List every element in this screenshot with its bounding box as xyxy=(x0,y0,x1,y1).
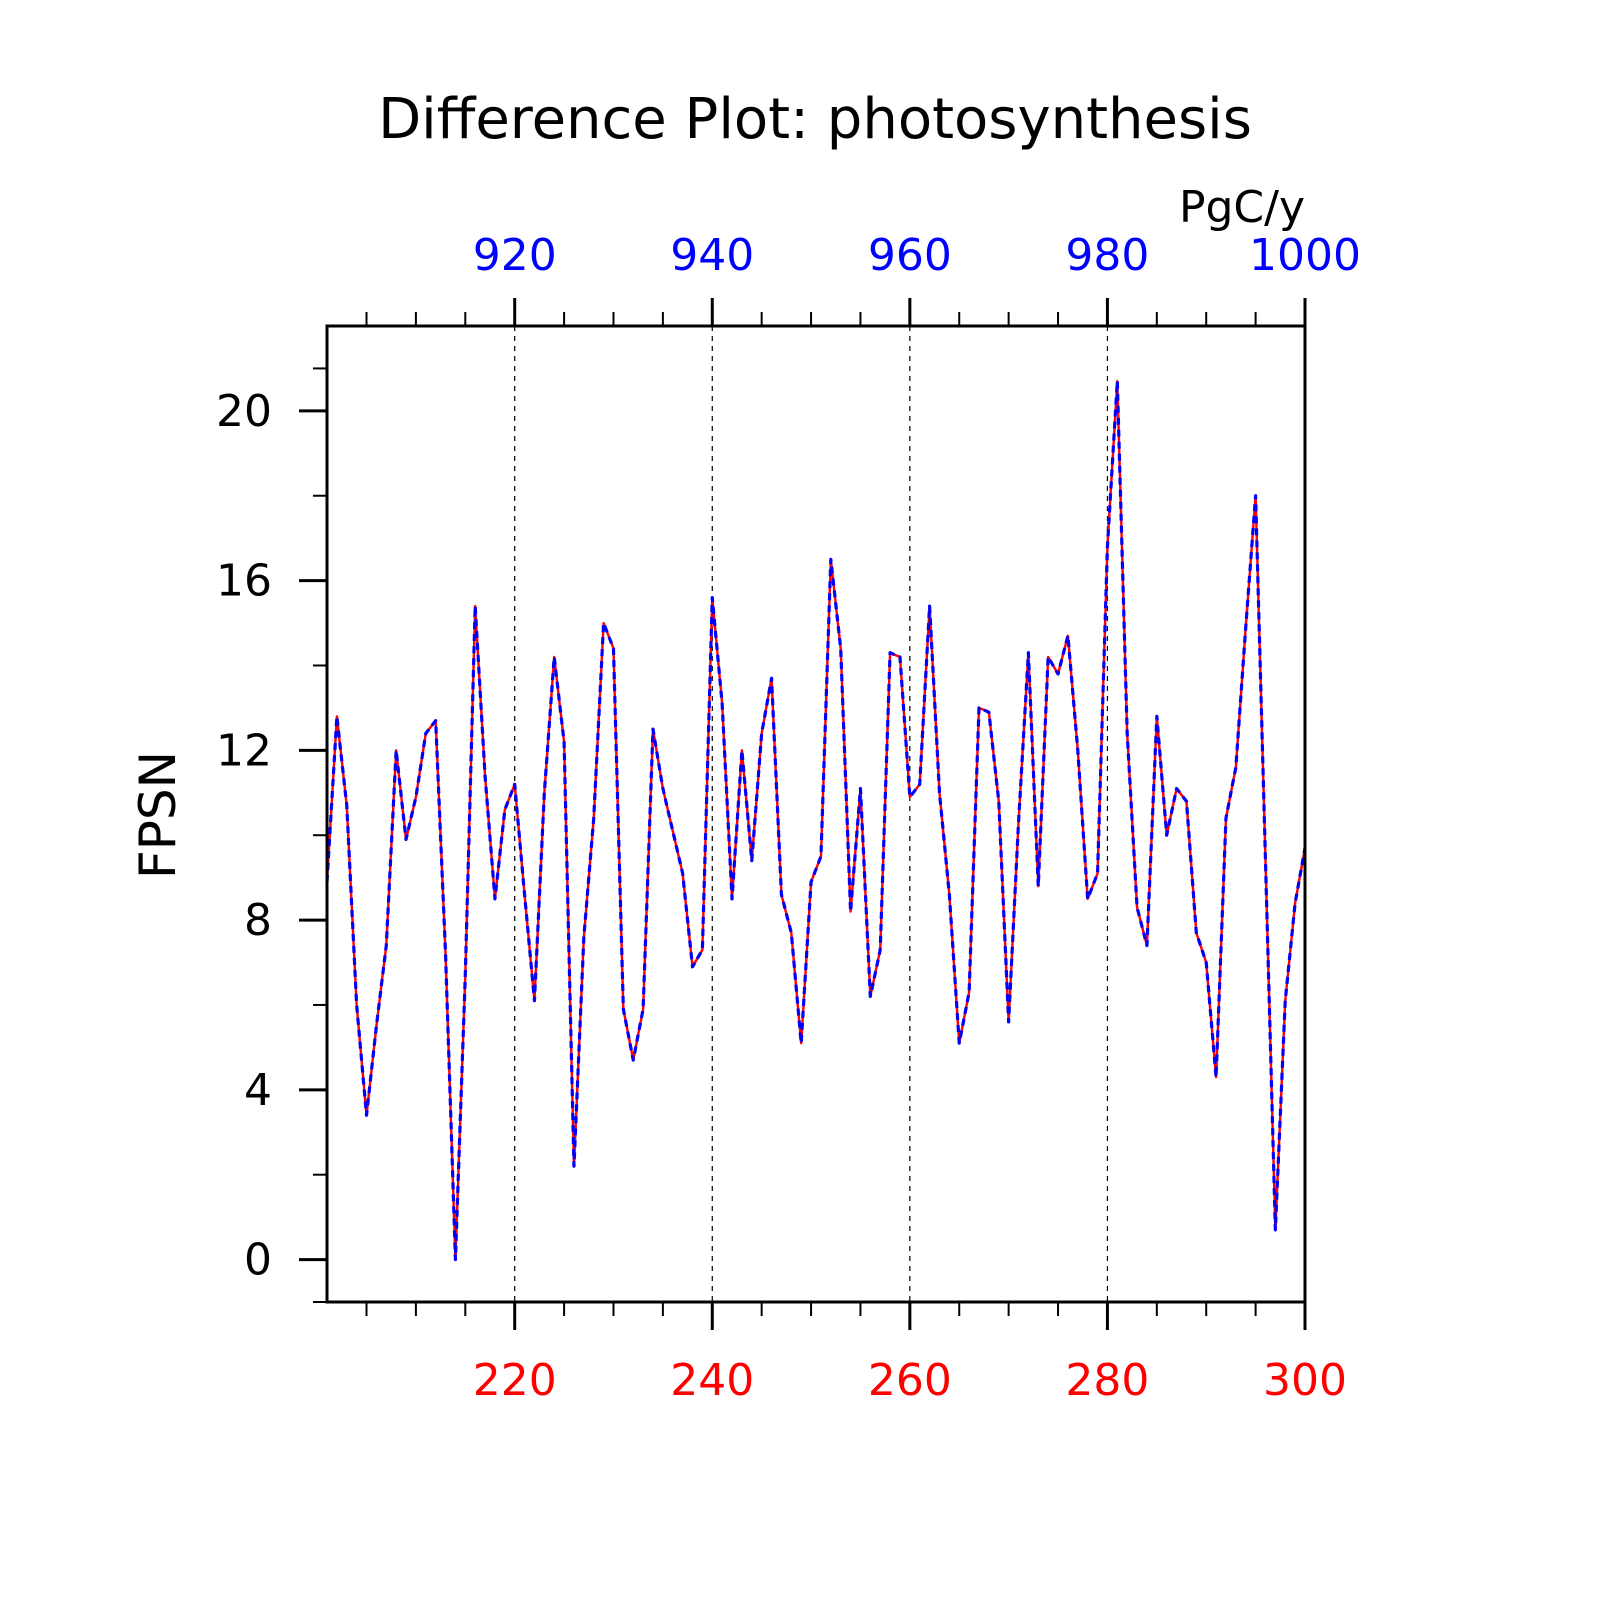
units-label: PgC/y xyxy=(1179,182,1305,233)
y-tick-label: 8 xyxy=(244,895,272,946)
bottom-tick-label: 300 xyxy=(1263,1355,1347,1406)
top-tick-label: 980 xyxy=(1065,230,1149,281)
y-tick-label: 12 xyxy=(216,725,272,776)
y-tick-label: 0 xyxy=(244,1235,272,1286)
top-tick-label: 920 xyxy=(473,230,557,281)
tick-marks xyxy=(299,298,1307,1330)
bottom-tick-label: 280 xyxy=(1065,1355,1149,1406)
y-tick-label: 4 xyxy=(244,1065,272,1116)
y-axis-label: FPSN xyxy=(129,751,187,879)
series-line-1 xyxy=(325,379,1307,1261)
plot-frame xyxy=(325,324,1307,1304)
y-tick-label: 16 xyxy=(216,556,272,607)
series-line-2 xyxy=(325,379,1307,1262)
bottom-tick-label: 220 xyxy=(473,1355,557,1406)
series-lines xyxy=(325,379,1307,1262)
top-tick-label: 940 xyxy=(670,230,754,281)
grid-lines xyxy=(514,326,1109,1302)
tick-labels: 220 240 260 280 300 920 940 960 980 1000 0 4 8 12 16 20 xyxy=(216,230,1361,1406)
top-tick-label: 960 xyxy=(868,230,952,281)
y-tick-label: 20 xyxy=(216,386,272,437)
chart-title: Difference Plot: photosynthesis xyxy=(378,87,1252,152)
bottom-tick-label: 240 xyxy=(670,1355,754,1406)
axes xyxy=(325,324,1307,1304)
bottom-tick-label: 260 xyxy=(868,1355,952,1406)
top-tick-label: 1000 xyxy=(1249,230,1361,281)
